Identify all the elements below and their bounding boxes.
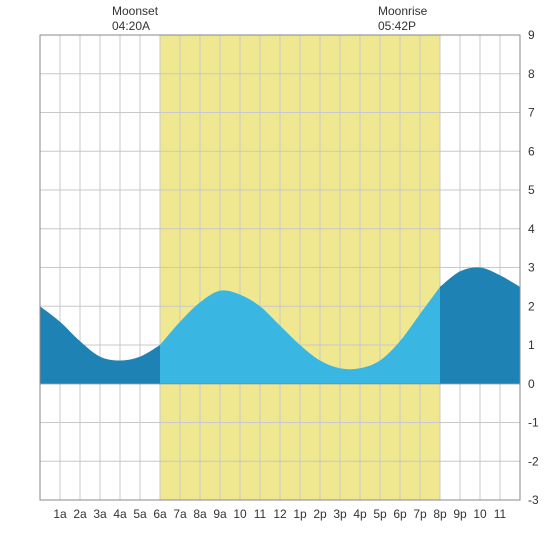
x-tick-label: 12	[273, 507, 287, 521]
x-tick-label: 9p	[453, 507, 467, 521]
y-tick-label: -3	[528, 493, 539, 507]
x-tick-label: 3a	[93, 507, 107, 521]
x-tick-label: 11	[494, 507, 507, 521]
x-tick-label: 3p	[333, 507, 347, 521]
x-tick-label: 7p	[413, 507, 427, 521]
x-tick-label: 2p	[313, 507, 327, 521]
x-tick-label: 6a	[153, 507, 167, 521]
x-tick-label: 4p	[353, 507, 367, 521]
y-tick-label: 4	[528, 222, 535, 236]
y-tick-label: 9	[528, 28, 535, 42]
y-tick-label: -1	[528, 416, 539, 430]
y-tick-label: 0	[528, 377, 535, 391]
x-tick-label: 4a	[113, 507, 127, 521]
y-tick-label: 8	[528, 67, 535, 81]
tide-chart: Moonset 04:20A Moonrise 05:42P -3-2-1012…	[0, 0, 550, 550]
y-tick-label: -2	[528, 454, 539, 468]
x-tick-label: 5a	[133, 507, 147, 521]
chart-svg: -3-2-101234567891a2a3a4a5a6a7a8a9a101112…	[0, 0, 550, 550]
x-tick-label: 2a	[73, 507, 87, 521]
x-tick-label: 1p	[293, 507, 307, 521]
y-tick-label: 1	[528, 338, 535, 352]
x-tick-label: 10	[233, 507, 247, 521]
y-tick-label: 7	[528, 106, 535, 120]
x-tick-label: 11	[254, 507, 267, 521]
y-tick-label: 6	[528, 144, 535, 158]
x-tick-label: 8a	[193, 507, 207, 521]
x-tick-label: 8p	[433, 507, 447, 521]
tide-area-2	[440, 267, 520, 383]
x-tick-label: 9a	[213, 507, 227, 521]
x-tick-label: 6p	[393, 507, 407, 521]
x-tick-label: 10	[473, 507, 487, 521]
x-tick-label: 7a	[173, 507, 187, 521]
y-tick-label: 5	[528, 183, 535, 197]
y-tick-label: 3	[528, 261, 535, 275]
y-tick-label: 2	[528, 299, 535, 313]
x-tick-label: 5p	[373, 507, 387, 521]
x-tick-label: 1a	[53, 507, 67, 521]
